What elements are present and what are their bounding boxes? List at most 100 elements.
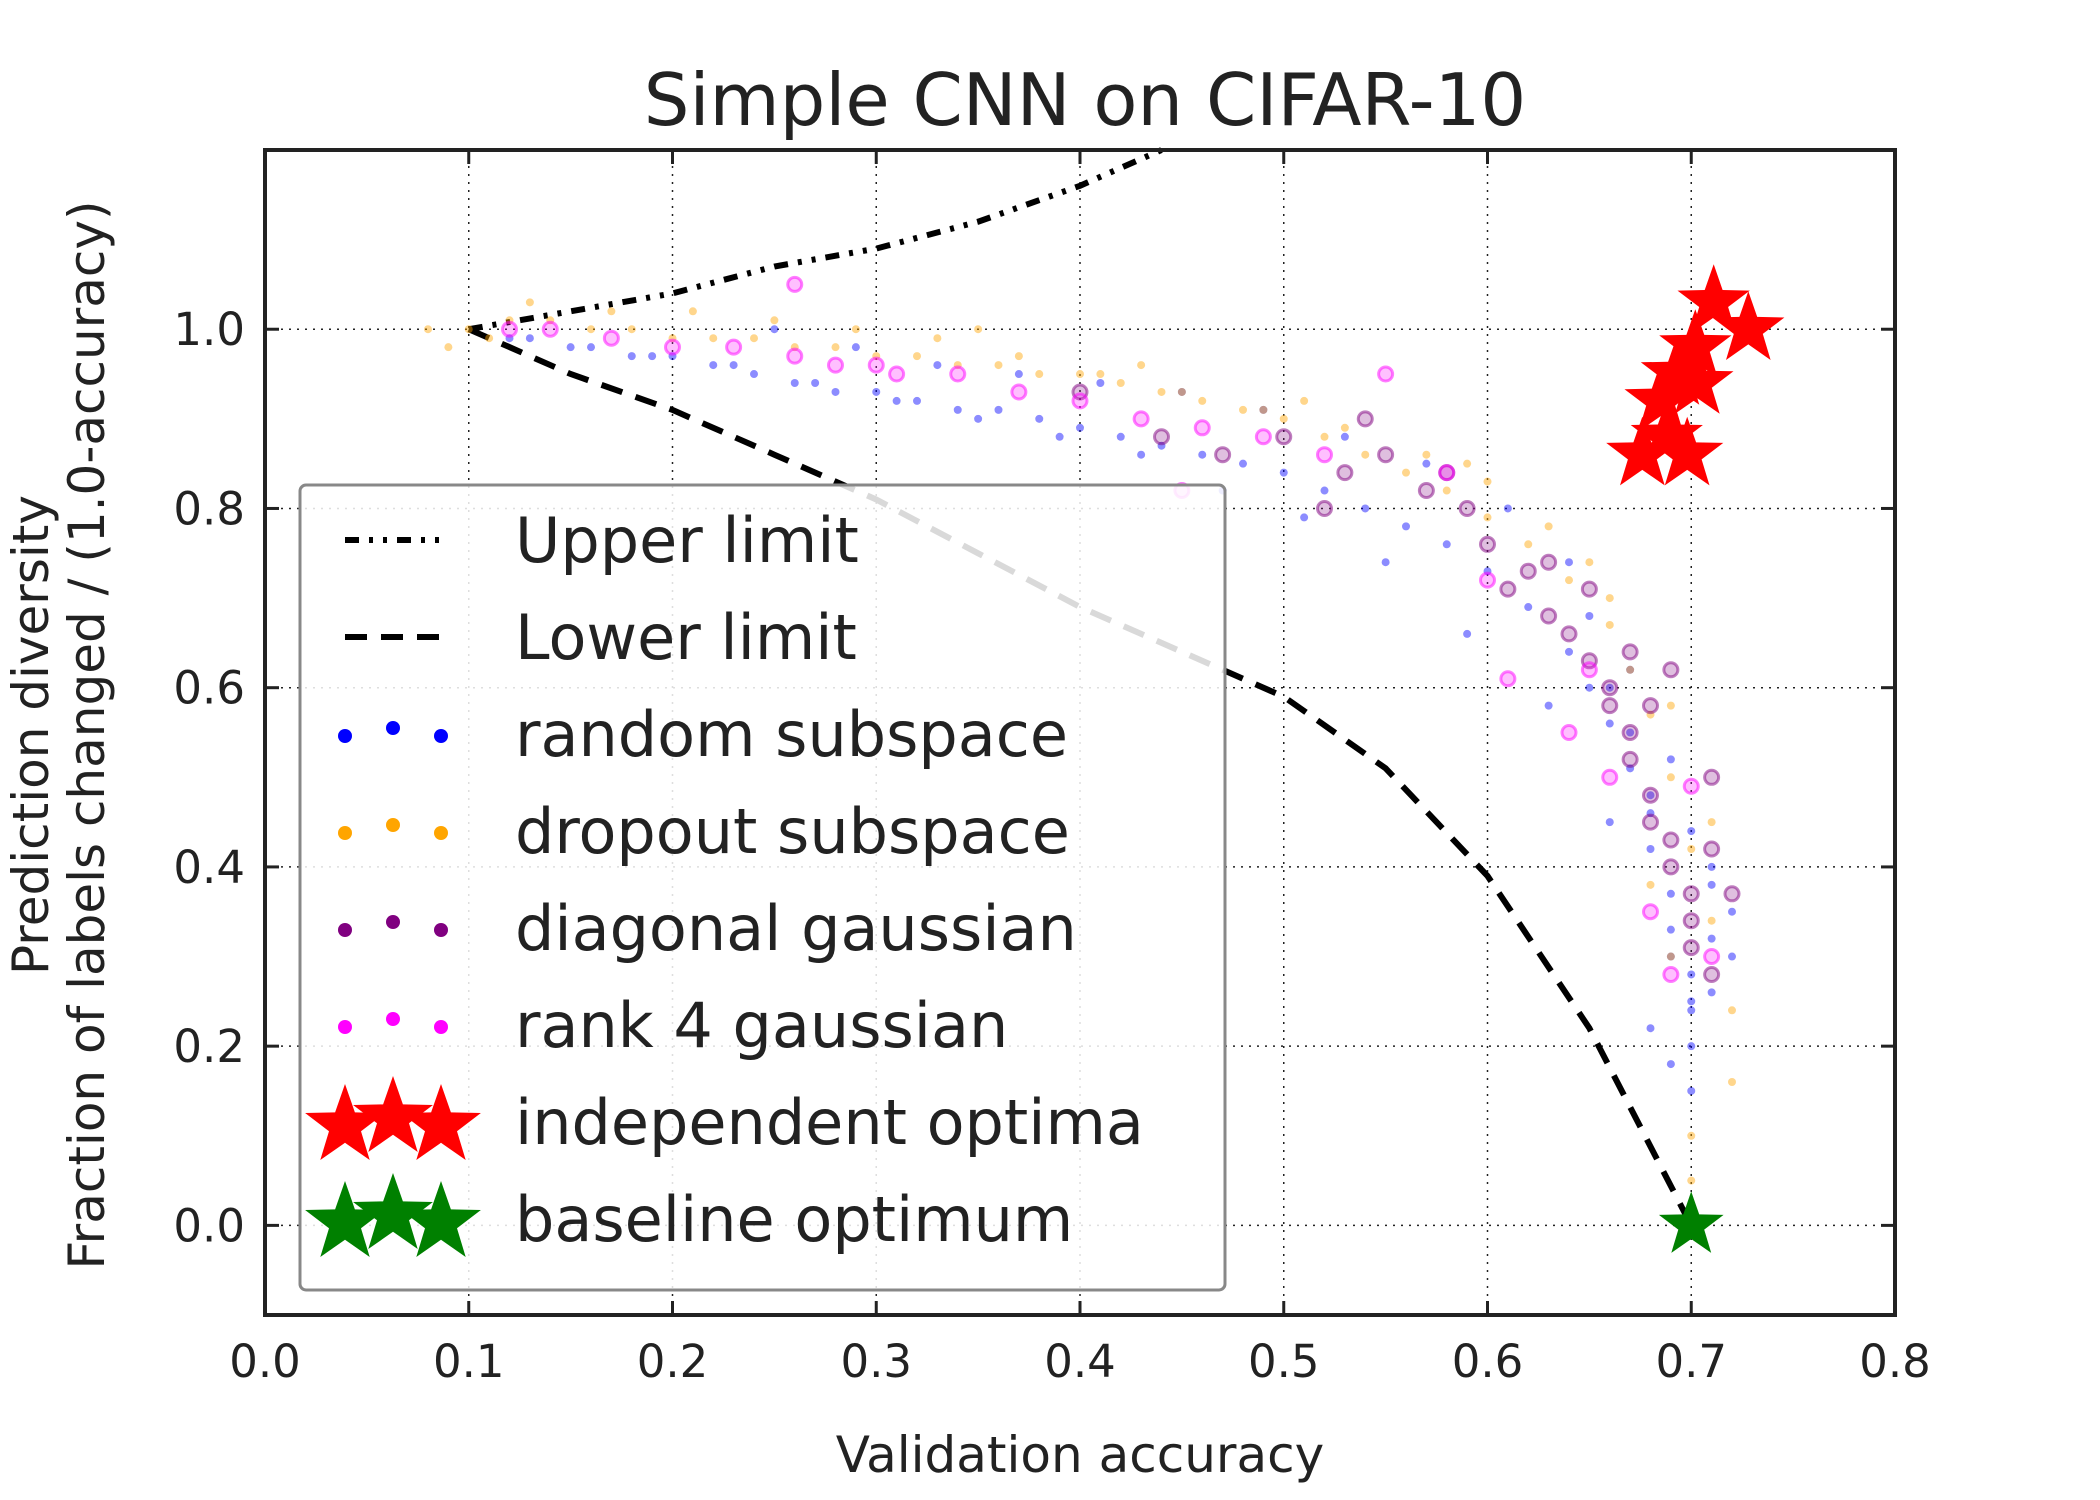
dropout-subspace-point	[1096, 370, 1105, 379]
x-tick-label: 0.4	[1044, 1335, 1116, 1388]
dropout-subspace-point	[1402, 468, 1410, 477]
random-subspace-point	[1666, 925, 1675, 934]
dropout-subspace-point	[464, 325, 473, 334]
dropout-subspace-point	[1605, 594, 1614, 603]
y-axis-label-line-1: Prediction diversity	[2, 495, 60, 975]
independent-optimum-star	[1624, 362, 1697, 432]
diagonal-gaussian-point	[1540, 553, 1558, 571]
dropout-subspace-point	[1300, 396, 1309, 405]
random-subspace-point	[851, 343, 860, 352]
diagonal-gaussian-point	[1214, 446, 1232, 464]
rank-4-gaussian-point	[1010, 383, 1028, 401]
dropout-subspace-point	[1687, 845, 1696, 853]
random-subspace-point	[1605, 683, 1614, 692]
random-subspace-point	[892, 396, 901, 405]
diagonal-gaussian-point	[1621, 724, 1639, 741]
random-subspace-point	[1585, 612, 1594, 620]
legend-swatch-diagonal-gaussian	[386, 915, 400, 929]
legend-swatch-baseline-optimum	[401, 1181, 481, 1257]
diagonal-gaussian-point	[1479, 535, 1496, 553]
random-subspace-point	[1605, 719, 1614, 728]
random-subspace-point	[1422, 459, 1431, 468]
dropout-subspace-point	[1666, 952, 1675, 961]
y-tick-label: 0.6	[173, 662, 245, 715]
legend-swatch-independent-optima	[353, 1076, 433, 1152]
random-subspace-point	[1402, 522, 1410, 531]
random-subspace-point	[1524, 603, 1533, 612]
dropout-subspace-point	[607, 307, 616, 316]
diagonal-gaussian-point	[1519, 562, 1537, 580]
diagonal-gaussian-point	[1703, 965, 1721, 983]
rank-4-gaussian-point	[1682, 777, 1700, 795]
random-subspace-point	[1340, 432, 1349, 441]
diagonal-gaussian-point	[1458, 499, 1476, 517]
dropout-subspace-point	[709, 334, 718, 343]
dropout-subspace-point	[1422, 450, 1431, 459]
legend-swatch-dropout-subspace	[434, 826, 448, 840]
dropout-subspace-point	[1707, 818, 1716, 827]
random-subspace-point	[1055, 432, 1064, 441]
random-subspace-point	[1544, 701, 1553, 710]
random-subspace-point	[1707, 934, 1716, 943]
random-subspace-point	[566, 343, 575, 352]
rank-4-gaussian-point	[827, 356, 844, 374]
rank-4-gaussian-point	[786, 347, 804, 365]
axis-ticks: 0.0 0.1 0.2 0.3 0.4 0.5 0.6 0.7 0.8 0.0 0.2 0.4 0.6 0…	[173, 150, 1931, 1388]
x-axis-label: Validation accuracy	[836, 1426, 1324, 1484]
rank-4-gaussian-point	[1193, 419, 1211, 437]
y-axis-label-line-2: Fraction of labels changed / (1.0-accura…	[58, 201, 116, 1270]
legend-swatch-diagonal-gaussian	[434, 923, 448, 937]
dropout-subspace-point	[994, 361, 1003, 370]
diagonal-gaussian-point	[1621, 750, 1639, 768]
random-subspace-point	[1687, 1042, 1696, 1051]
legend: Upper limit Lower limit random subspace dro…	[298, 483, 1227, 1292]
legend-label-random-subspace: random subspace	[515, 698, 1068, 771]
legend-swatch-random-subspace	[434, 729, 448, 743]
random-subspace-point	[1707, 880, 1716, 889]
random-subspace-point	[953, 405, 962, 414]
random-subspace-point	[994, 405, 1003, 414]
diagonal-gaussian-point	[1316, 499, 1333, 517]
dropout-subspace-point	[1687, 1176, 1696, 1185]
rank-4-gaussian-point	[1560, 724, 1578, 741]
random-subspace-point	[1626, 728, 1635, 737]
diagonal-gaussian-point	[1682, 912, 1700, 930]
diagonal-gaussian-point	[1621, 643, 1639, 661]
dropout-subspace-point	[1320, 432, 1329, 441]
data-points	[424, 275, 1741, 1185]
diagonal-gaussian-point	[1336, 464, 1354, 482]
legend-label-baseline-optimum: baseline optimum	[515, 1183, 1073, 1256]
dropout-subspace-point	[1137, 361, 1146, 370]
y-tick-label: 1.0	[173, 303, 245, 356]
random-subspace-point	[1198, 450, 1207, 459]
dropout-subspace-point	[1116, 379, 1125, 387]
legend-swatch-dropout-subspace	[386, 818, 400, 832]
dropout-subspace-point	[1483, 477, 1492, 486]
legend-swatch-independent-optima	[305, 1084, 385, 1160]
diagonal-gaussian-point	[1642, 786, 1659, 804]
diagonal-gaussian-point	[1153, 428, 1170, 446]
random-subspace-point	[933, 361, 942, 370]
legend-swatch-diagonal-gaussian	[338, 923, 352, 937]
dropout-subspace-point	[1605, 620, 1614, 629]
random-subspace-point	[1707, 862, 1716, 871]
random-subspace-point	[1687, 1006, 1696, 1015]
dropout-subspace-point	[525, 298, 534, 307]
dropout-subspace-point	[1728, 1078, 1736, 1086]
random-subspace-point	[872, 387, 881, 396]
rank-4-gaussian-point	[1377, 365, 1395, 383]
dropout-subspace-point	[1544, 522, 1553, 531]
dropout-subspace-point	[1198, 396, 1207, 405]
chart-title: Simple CNN on CIFAR-10	[644, 58, 1526, 142]
diagonal-gaussian-point	[1601, 679, 1619, 697]
dropout-subspace-point	[831, 343, 840, 352]
rank-4-gaussian-point	[602, 329, 620, 347]
diagonal-gaussian-point	[1703, 840, 1721, 858]
dropout-subspace-point	[1687, 1131, 1696, 1140]
random-subspace-point	[1666, 755, 1675, 764]
dropout-subspace-point	[750, 334, 758, 343]
random-subspace-point	[1646, 845, 1655, 853]
random-subspace-point	[1279, 468, 1288, 477]
rank-4-gaussian-point	[888, 365, 906, 383]
